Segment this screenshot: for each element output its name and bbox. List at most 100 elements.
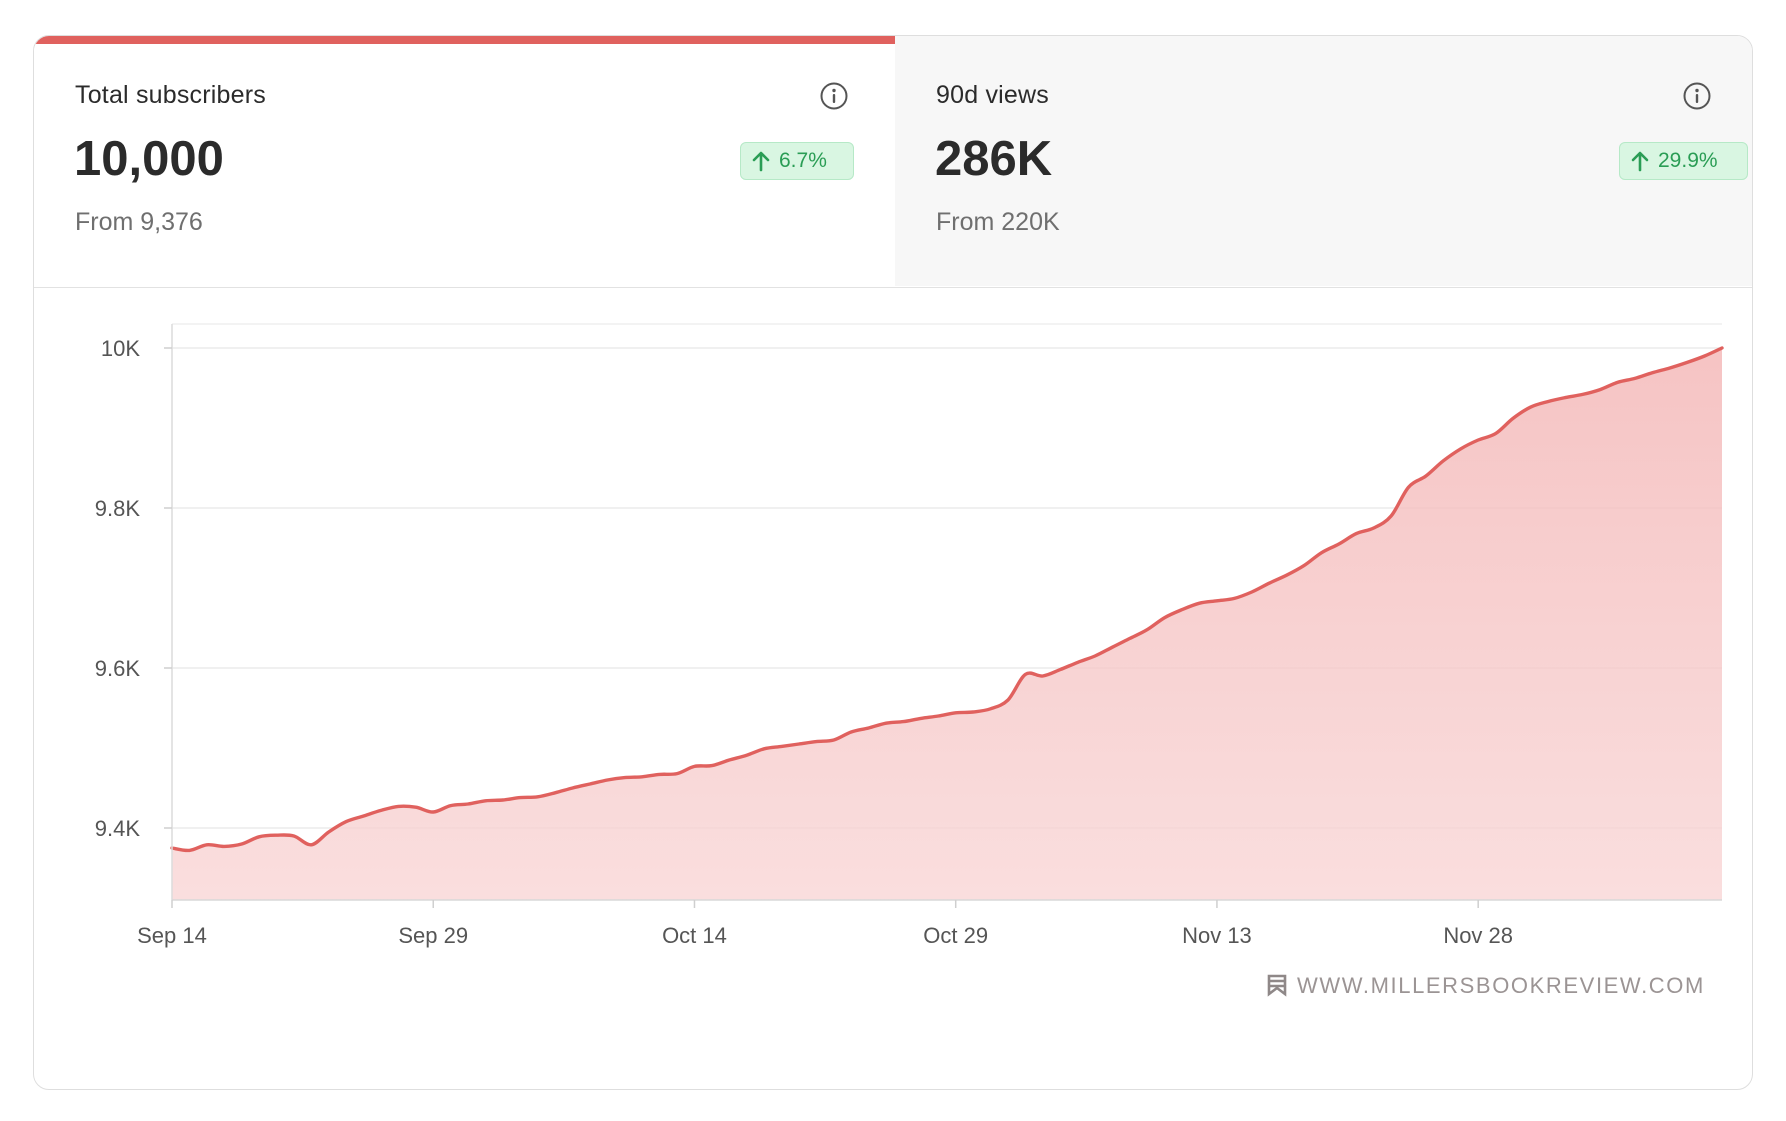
data-point [240,843,243,846]
x-tick-label: Sep 29 [398,923,468,948]
series-line [170,346,1724,853]
data-point [1024,673,1027,676]
data-point [885,722,888,725]
data-point [1216,599,1219,602]
tab-label: Total subscribers [75,81,266,109]
data-point [780,745,783,748]
data-point [536,795,539,798]
change-value: 6.7% [779,149,827,172]
data-point [293,835,296,838]
data-point [1320,551,1323,554]
data-point [467,803,470,806]
data-point [867,727,870,730]
data-point [1668,367,1671,370]
active-tab-indicator [34,36,895,44]
data-point [554,791,557,794]
data-point [275,834,278,837]
data-point [954,711,957,714]
data-point [989,707,992,710]
data-point [432,811,435,814]
data-point [972,711,975,714]
data-point [606,779,609,782]
data-point [345,820,348,823]
data-point [1094,655,1097,658]
data-point [902,720,905,723]
data-point [414,806,417,809]
data-point [676,772,679,775]
series-area-fill [172,348,1722,900]
data-point [519,796,522,799]
data-point [1041,675,1044,678]
data-point [623,776,626,779]
data-point [1442,459,1445,462]
tab-total-subscribers[interactable]: Total subscribers 10,000 6.7% From 9,376 [34,36,895,286]
data-point [919,717,922,720]
data-point [1651,371,1654,374]
data-point [1425,475,1428,478]
data-point [1233,597,1236,600]
previous-value: From 220K [936,208,1060,236]
info-icon[interactable] [819,81,849,111]
data-point [449,804,452,807]
data-point [1007,699,1010,702]
data-point [188,849,191,852]
info-icon[interactable] [1682,81,1712,111]
stats-card: Total subscribers 10,000 6.7% From 9,376… [33,35,1753,1090]
data-point [1616,381,1619,384]
subscribers-chart: 9.4K 9.6K 9.8K 10K Sep 14 Sep 29 Oct 14 Oct 29 N… [34,288,1752,1088]
data-point [589,783,592,786]
x-tick-label: Nov 28 [1443,923,1513,948]
data-point [1111,646,1114,649]
data-point [641,775,644,778]
data-point [1285,574,1288,577]
data-point [380,809,383,812]
data-point [710,764,713,767]
arrow-up-icon [752,151,770,172]
metric-value: 286K [935,132,1053,186]
data-point [1250,591,1253,594]
watermark: WWW.MILLERSBOOKREVIEW.COM [1267,973,1705,998]
data-point [658,773,661,776]
data-point [1477,439,1480,442]
data-point [397,805,400,808]
data-point [1686,361,1689,364]
data-point [1529,406,1532,409]
data-point [693,765,696,768]
change-value: 29.9% [1658,149,1718,172]
data-point [1372,527,1375,530]
data-point [1721,347,1724,350]
change-badge: 6.7% [740,142,854,180]
data-point [1181,608,1184,611]
data-point [1163,616,1166,619]
y-tick-label: 10K [101,336,140,361]
data-point [1459,447,1462,450]
data-point [745,754,748,757]
data-point [1494,432,1497,435]
data-point [1268,582,1271,585]
data-point [1634,377,1637,380]
bookmark-icon [1267,974,1287,997]
watermark-text: WWW.MILLERSBOOKREVIEW.COM [1297,973,1705,998]
y-tick-label: 9.6K [95,656,141,681]
data-point [728,759,731,762]
y-tick-label: 9.8K [95,496,141,521]
previous-value: From 9,376 [75,208,203,236]
data-point [1303,564,1306,567]
data-point [223,845,226,848]
change-badge: 29.9% [1619,142,1748,180]
data-point [763,747,766,750]
metric-value: 10,000 [74,132,224,186]
data-point [327,831,330,834]
data-point [1128,637,1131,640]
data-point [571,787,574,790]
data-point [1703,355,1706,358]
y-tick-label: 9.4K [95,816,141,841]
chart-svg: 9.4K 9.6K 9.8K 10K Sep 14 Sep 29 Oct 14 Oct 29 N… [95,323,1724,998]
x-tick-label: Nov 13 [1182,923,1252,948]
arrow-up-icon [1631,151,1649,172]
data-point [1076,661,1079,664]
tab-90d-views[interactable]: 90d views 286K 29.9% From 220K [895,36,1752,286]
data-point [815,740,818,743]
data-point [1198,602,1201,605]
data-point [484,799,487,802]
